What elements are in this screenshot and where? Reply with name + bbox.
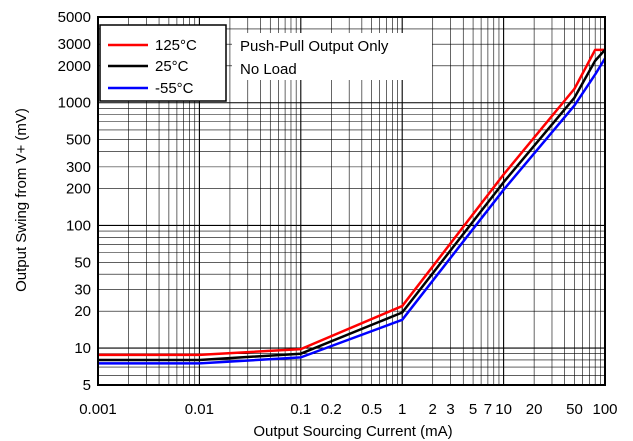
legend-label-25c: 25°C xyxy=(155,58,189,75)
x-tick-labels: 0.001 0.01 0.1 0.2 0.5 1 2 3 5 7 10 20 50 100 xyxy=(79,401,617,418)
series-line-0 xyxy=(98,48,605,357)
annotation-box: Push-Pull Output Only No Load xyxy=(232,33,432,80)
series-line-1 xyxy=(98,48,606,362)
y-tick-label: 200 xyxy=(66,180,91,197)
x-axis-title: Output Sourcing Current (mA) xyxy=(253,423,452,440)
y-tick-label: 5 xyxy=(83,377,91,394)
x-tick-label: 20 xyxy=(526,401,543,418)
y-tick-label: 300 xyxy=(66,159,91,176)
y-tick-label: 3000 xyxy=(58,36,91,53)
y-tick-labels: 5 10 20 30 50 100 200 300 500 1000 2000 3000 5000 xyxy=(58,9,91,394)
x-tick-label: 0.01 xyxy=(185,401,214,418)
x-tick-label: 0.001 xyxy=(79,401,117,418)
series-line-2 xyxy=(98,57,607,365)
annotation-load: No Load xyxy=(240,61,297,78)
x-tick-label: 50 xyxy=(566,401,583,418)
y-tick-label: 20 xyxy=(74,303,91,320)
x-tick-label: 3 xyxy=(446,401,454,418)
y-tick-label: 10 xyxy=(74,340,91,357)
x-tick-label: 2 xyxy=(429,401,437,418)
y-tick-label: 30 xyxy=(74,282,91,299)
legend-label-minus55c: -55°C xyxy=(155,80,194,97)
series-lines xyxy=(98,48,607,365)
annotation-background xyxy=(232,33,432,80)
x-tick-label: 7 xyxy=(484,401,492,418)
plot-frame xyxy=(97,16,606,386)
y-tick-label: 50 xyxy=(74,254,91,271)
y-tick-label: 500 xyxy=(66,132,91,149)
y-axis-title: Output Swing from V+ (mV) xyxy=(13,108,30,292)
x-tick-label: 100 xyxy=(592,401,617,418)
x-tick-label: 10 xyxy=(495,401,512,418)
y-tick-label: 5000 xyxy=(58,9,91,26)
y-tick-label: 100 xyxy=(66,217,91,234)
x-tick-label: 5 xyxy=(469,401,477,418)
annotation-output-type: Push-Pull Output Only xyxy=(240,38,389,55)
y-tick-label: 2000 xyxy=(58,58,91,75)
legend-label-125c: 125°C xyxy=(155,37,197,54)
x-tick-label: 0.5 xyxy=(361,401,382,418)
y-tick-label: 1000 xyxy=(58,95,91,112)
legend: 125°C 25°C -55°C xyxy=(99,24,227,102)
x-tick-label: 0.2 xyxy=(321,401,342,418)
x-tick-label: 1 xyxy=(398,401,406,418)
x-tick-label: 0.1 xyxy=(290,401,311,418)
